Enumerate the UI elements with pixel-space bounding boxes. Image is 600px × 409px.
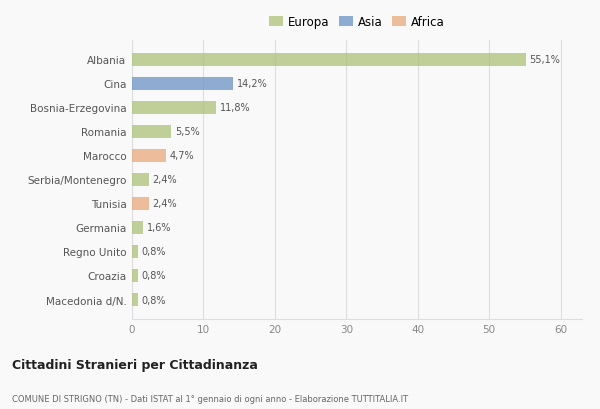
Bar [132,173,149,187]
Text: 11,8%: 11,8% [220,103,250,113]
Text: 4,7%: 4,7% [169,151,194,161]
Text: 5,5%: 5,5% [175,127,200,137]
Bar [132,54,526,67]
Text: 1,6%: 1,6% [147,223,172,233]
Text: Cittadini Stranieri per Cittadinanza: Cittadini Stranieri per Cittadinanza [12,358,258,371]
Bar [132,245,138,258]
Text: COMUNE DI STRIGNO (TN) - Dati ISTAT al 1° gennaio di ogni anno - Elaborazione TU: COMUNE DI STRIGNO (TN) - Dati ISTAT al 1… [12,394,408,403]
Bar [132,221,143,234]
Bar [132,78,233,91]
Text: 14,2%: 14,2% [237,79,268,89]
Text: 2,4%: 2,4% [153,199,178,209]
Text: 0,8%: 0,8% [141,271,166,281]
Text: 0,8%: 0,8% [141,247,166,257]
Text: 2,4%: 2,4% [153,175,178,185]
Bar [132,197,149,211]
Bar [132,126,171,139]
Text: 0,8%: 0,8% [141,295,166,305]
Bar [132,149,166,163]
Bar [132,293,138,306]
Bar [132,101,216,115]
Text: 55,1%: 55,1% [529,55,560,65]
Bar [132,269,138,282]
Legend: Europa, Asia, Africa: Europa, Asia, Africa [267,13,447,31]
